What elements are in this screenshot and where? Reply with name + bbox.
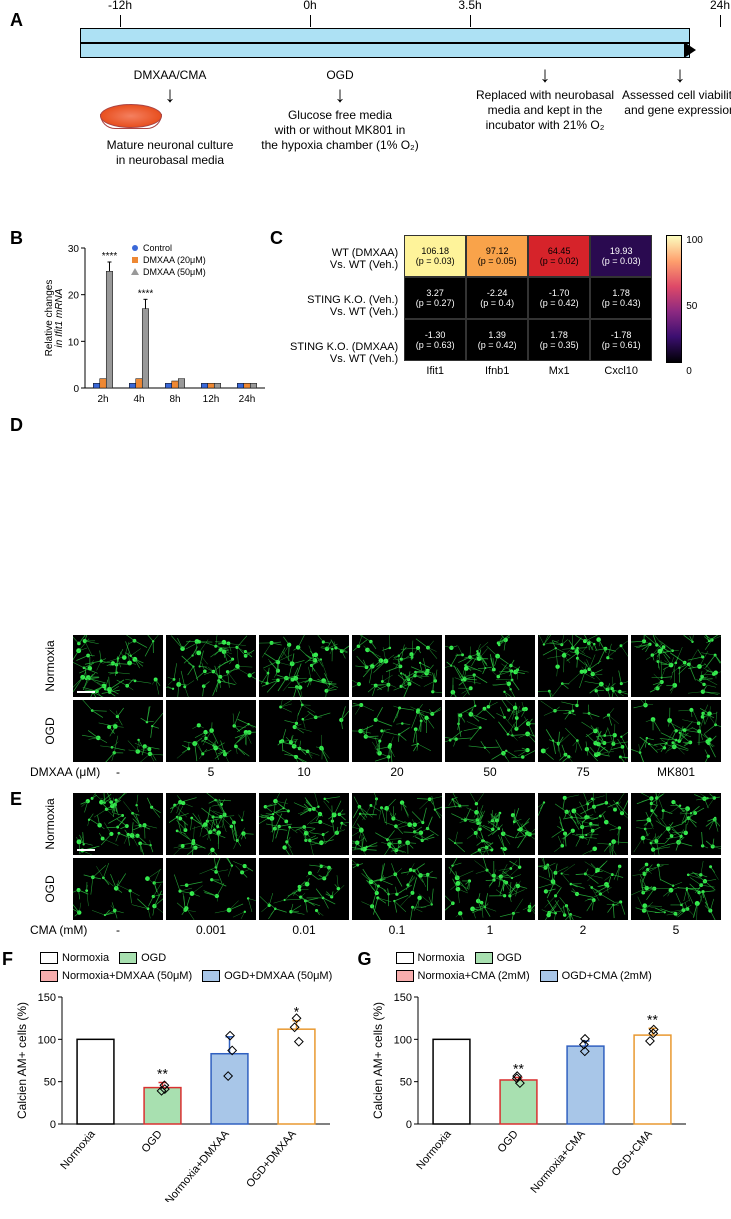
svg-text:**: ** bbox=[157, 1066, 168, 1082]
svg-text:50: 50 bbox=[44, 1077, 56, 1089]
panel-label-c: C bbox=[270, 228, 283, 249]
panel-label-b: B bbox=[10, 228, 23, 249]
col4-desc: Assessed cell viabilityand gene expressi… bbox=[610, 88, 731, 118]
svg-text:10: 10 bbox=[68, 337, 80, 348]
down-arrow-icon: ↓ bbox=[675, 62, 686, 88]
svg-text:0: 0 bbox=[73, 384, 79, 395]
tick-label: -12h bbox=[108, 0, 132, 12]
svg-text:4h: 4h bbox=[133, 394, 144, 405]
panel-label-d: D bbox=[10, 415, 23, 436]
panel-g: G NormoxiaOGDNormoxia+CMA (2mM)OGD+CMA (… bbox=[366, 949, 722, 1209]
svg-text:Normoxia+DMXAA: Normoxia+DMXAA bbox=[163, 1128, 232, 1202]
legend-g: NormoxiaOGDNormoxia+CMA (2mM)OGD+CMA (2m… bbox=[396, 951, 722, 987]
bar-panels-row: F NormoxiaOGDNormoxia+DMXAA (50μM)OGD+DM… bbox=[10, 949, 721, 1209]
svg-text:OGD: OGD bbox=[495, 1128, 520, 1155]
chart-f-svg: 050100150Calcien AM+ cells (%)Normoxia**… bbox=[10, 987, 340, 1202]
svg-text:in Ifit1 mRNA: in Ifit1 mRNA bbox=[54, 288, 65, 347]
panel-c: WT (DMXAA)Vs. WT (Veh.)STING K.O. (Veh.)… bbox=[290, 235, 710, 410]
col2-desc: Glucose free mediawith or without MK801 … bbox=[255, 108, 425, 153]
panel-label-a: A bbox=[10, 10, 23, 31]
svg-text:OGD: OGD bbox=[139, 1128, 164, 1155]
timeline-top bbox=[80, 28, 690, 43]
chart-g-svg: 0 50 100 150 Calcien AM+ cells (%) Normoxia **… bbox=[366, 987, 696, 1202]
svg-text:****: **** bbox=[138, 288, 154, 299]
svg-text:150: 150 bbox=[393, 992, 411, 1004]
panel-a: DMXAA/CMA ↓ Mature neuronal culturein ne… bbox=[40, 10, 721, 225]
col1-desc: Mature neuronal culturein neurobasal med… bbox=[90, 138, 250, 168]
tick bbox=[720, 15, 721, 27]
svg-text:150: 150 bbox=[38, 992, 56, 1004]
svg-text:****: **** bbox=[102, 251, 118, 262]
svg-text:100: 100 bbox=[38, 1034, 56, 1046]
svg-text:Normoxia+CMA: Normoxia+CMA bbox=[528, 1128, 588, 1196]
svg-text:Normoxia: Normoxia bbox=[414, 1128, 454, 1172]
panel-d: NormoxiaOGDDMXAA (μM)-510205075MK801 bbox=[10, 635, 721, 783]
panel-label-g: G bbox=[358, 949, 372, 970]
timeline-bot bbox=[80, 43, 690, 58]
figure-root: A DMXAA/CMA ↓ Mature neuronal culturein … bbox=[10, 10, 721, 1209]
svg-text:0: 0 bbox=[405, 1119, 411, 1131]
svg-text:24h: 24h bbox=[239, 394, 256, 405]
tick bbox=[470, 15, 471, 27]
col1-title: DMXAA/CMA bbox=[134, 68, 207, 83]
svg-text:50: 50 bbox=[399, 1077, 411, 1089]
petri-dish-icon bbox=[100, 100, 160, 130]
svg-text:**: ** bbox=[647, 1011, 658, 1027]
svg-text:OGD+DMXAA: OGD+DMXAA bbox=[244, 1128, 299, 1190]
panel-f: F NormoxiaOGDNormoxia+DMXAA (50μM)OGD+DM… bbox=[10, 949, 366, 1209]
arrowhead-icon bbox=[684, 42, 696, 58]
down-arrow-icon: ↓ bbox=[540, 62, 551, 88]
col3-desc: Replaced with neurobasalmedia and kept i… bbox=[465, 88, 625, 133]
svg-text:*: * bbox=[294, 1004, 300, 1020]
svg-text:12h: 12h bbox=[203, 394, 220, 405]
tick bbox=[120, 15, 121, 27]
svg-text:DMXAA (20μM): DMXAA (20μM) bbox=[143, 255, 206, 265]
down-arrow-icon: ↓ bbox=[165, 82, 176, 108]
tick bbox=[310, 15, 311, 27]
svg-text:Normoxia: Normoxia bbox=[58, 1128, 98, 1172]
tick-label: 24h bbox=[710, 0, 730, 12]
panel-e: NormoxiaOGDCMA (mM)-0.0010.010.1125 bbox=[10, 793, 721, 941]
legend-f: NormoxiaOGDNormoxia+DMXAA (50μM)OGD+DMXA… bbox=[40, 951, 366, 987]
svg-text:100: 100 bbox=[393, 1034, 411, 1046]
tick-label: 3.5h bbox=[458, 0, 481, 12]
col2-title: OGD bbox=[326, 68, 353, 83]
chart-b-svg: 0102030Relative changesin Ifit1 mRNA2h4h… bbox=[40, 240, 270, 410]
panel-b: 0102030Relative changesin Ifit1 mRNA2h4h… bbox=[40, 240, 270, 410]
svg-text:30: 30 bbox=[68, 244, 80, 255]
svg-text:20: 20 bbox=[68, 291, 80, 302]
svg-text:8h: 8h bbox=[169, 394, 180, 405]
svg-text:Control: Control bbox=[143, 243, 172, 253]
timeline-bar bbox=[80, 28, 690, 60]
svg-text:Calcien AM+ cells (%): Calcien AM+ cells (%) bbox=[15, 1002, 29, 1119]
svg-text:Calcien AM+ cells (%): Calcien AM+ cells (%) bbox=[371, 1002, 385, 1119]
svg-text:**: ** bbox=[513, 1060, 524, 1076]
svg-text:DMXAA (50μM): DMXAA (50μM) bbox=[143, 267, 206, 277]
panel-label-f: F bbox=[2, 949, 13, 970]
tick-label: 0h bbox=[303, 0, 316, 12]
svg-text:2h: 2h bbox=[97, 394, 108, 405]
svg-text:OGD+CMA: OGD+CMA bbox=[609, 1128, 655, 1179]
down-arrow-icon: ↓ bbox=[335, 82, 346, 108]
svg-text:0: 0 bbox=[50, 1119, 56, 1131]
